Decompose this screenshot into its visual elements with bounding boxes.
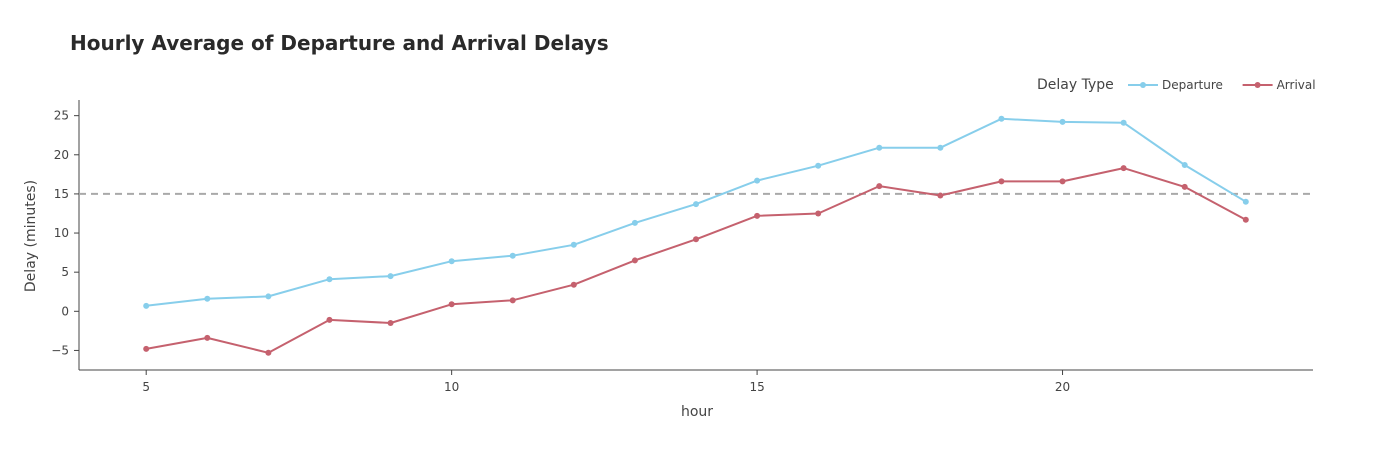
arrival-point: [1120, 165, 1127, 172]
arrival-point: [631, 257, 638, 264]
departure-point: [1059, 118, 1066, 125]
departure-point: [815, 162, 822, 169]
chart-title: Hourly Average of Departure and Arrival …: [70, 31, 609, 55]
x-tick-label: 20: [1055, 380, 1070, 394]
arrival-point: [509, 297, 516, 304]
y-tick-label: 5: [61, 265, 69, 279]
departure-point: [448, 258, 455, 265]
departure-point: [754, 177, 761, 184]
arrival-point: [448, 301, 455, 308]
y-axis-ticks: −5 0 5 10 15 20 25: [51, 109, 79, 357]
departure-point: [143, 302, 150, 309]
legend-item-arrival: Arrival: [1242, 78, 1316, 92]
departure-point: [937, 144, 944, 151]
series-layer: [143, 115, 1249, 356]
legend-label: Departure: [1162, 78, 1223, 92]
departure-point: [631, 219, 638, 226]
departure-point: [693, 201, 699, 208]
y-tick-label: 25: [54, 109, 69, 123]
x-tick-label: 5: [142, 380, 150, 394]
legend-label: Arrival: [1277, 78, 1316, 92]
arrival-point: [937, 192, 944, 199]
arrival-point: [754, 212, 761, 219]
series-departure: [143, 115, 1249, 309]
departure-point: [265, 293, 272, 300]
y-tick-label: −5: [51, 343, 69, 357]
arrival-point: [815, 210, 822, 217]
arrival-point: [1059, 178, 1066, 185]
legend-swatch-marker: [1254, 82, 1261, 88]
departure-point: [204, 295, 211, 302]
x-tick-label: 15: [749, 380, 764, 394]
arrival-point: [1242, 216, 1249, 223]
departure-point: [1181, 161, 1188, 168]
arrival-point: [1181, 183, 1188, 190]
x-axis-title: hour: [681, 404, 713, 420]
arrival-point: [693, 236, 699, 243]
departure-point: [387, 273, 394, 280]
series-line-departure: [146, 117, 1247, 307]
y-tick-label: 0: [61, 304, 69, 318]
y-tick-label: 10: [54, 226, 69, 240]
x-tick-label: 10: [444, 380, 459, 394]
departure-point: [570, 241, 577, 248]
legend: Delay Type Departure Arrival: [1037, 77, 1316, 93]
arrival-point: [387, 320, 394, 327]
departure-point: [876, 144, 883, 151]
arrival-point: [876, 183, 883, 190]
departure-point: [1120, 119, 1127, 126]
arrival-point: [326, 316, 333, 323]
arrival-point: [570, 281, 577, 288]
series-line-arrival: [146, 167, 1247, 354]
y-axis-title: Delay (minutes): [23, 180, 39, 292]
departure-point: [1242, 198, 1249, 205]
departure-point: [509, 252, 516, 259]
arrival-point: [265, 349, 272, 356]
legend-swatch-marker: [1140, 82, 1146, 88]
x-axis-ticks: 5 10 15 20: [142, 370, 1070, 394]
arrival-point: [143, 345, 150, 352]
legend-title: Delay Type: [1037, 77, 1114, 93]
y-tick-label: 20: [54, 148, 69, 162]
arrival-point: [998, 178, 1005, 185]
arrival-point: [204, 334, 211, 341]
departure-point: [326, 276, 333, 283]
legend-item-departure: Departure: [1128, 78, 1223, 92]
departure-point: [998, 115, 1005, 122]
legend-items: Departure Arrival: [1128, 78, 1316, 92]
series-arrival: [143, 165, 1249, 356]
y-tick-label: 15: [54, 187, 69, 201]
